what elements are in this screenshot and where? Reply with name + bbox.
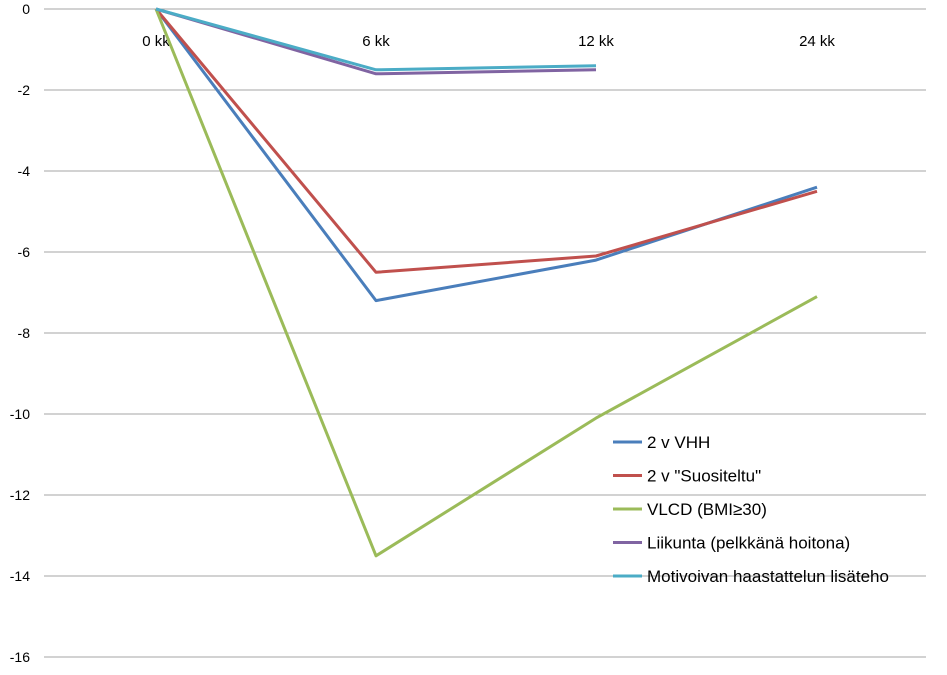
y-tick-label: -12 <box>10 487 30 503</box>
legend: 2 v VHH 2 v "Suositeltu" VLCD (BMI≥30) Liik… <box>613 433 889 586</box>
y-tick-label: -8 <box>18 325 31 341</box>
y-tick-label: -16 <box>10 649 30 665</box>
legend-label: Motivoivan haastattelun lisäteho <box>647 567 889 586</box>
series-lines <box>154 7 818 558</box>
y-tick-label: 0 <box>22 1 30 17</box>
x-tick-label: 12 kk <box>578 33 614 50</box>
series-line <box>155 7 597 72</box>
x-tick-label: 24 kk <box>799 33 835 50</box>
y-tick-label: -2 <box>18 82 31 98</box>
y-tick-label: -10 <box>10 406 30 422</box>
series-line <box>154 8 818 274</box>
y-tick-label: -6 <box>18 244 31 260</box>
y-axis-tick-labels: 0 -2 -4 -6 -8 -10 -12 -14 -16 <box>10 1 30 665</box>
legend-label: 2 v "Suositeltu" <box>647 467 761 486</box>
y-tick-label: -14 <box>10 568 30 584</box>
gridlines <box>44 8 926 658</box>
x-axis-tick-labels: 0 kk 6 kk 12 kk 24 kk <box>142 33 835 50</box>
y-tick-label: -4 <box>18 163 31 179</box>
legend-label: Liikunta (pelkkänä hoitona) <box>647 534 850 553</box>
legend-label: VLCD (BMI≥30) <box>647 500 767 519</box>
x-tick-label: 6 kk <box>362 33 390 50</box>
legend-label: 2 v VHH <box>647 433 710 452</box>
x-tick-label: 0 kk <box>142 33 170 50</box>
series-line <box>154 8 818 558</box>
